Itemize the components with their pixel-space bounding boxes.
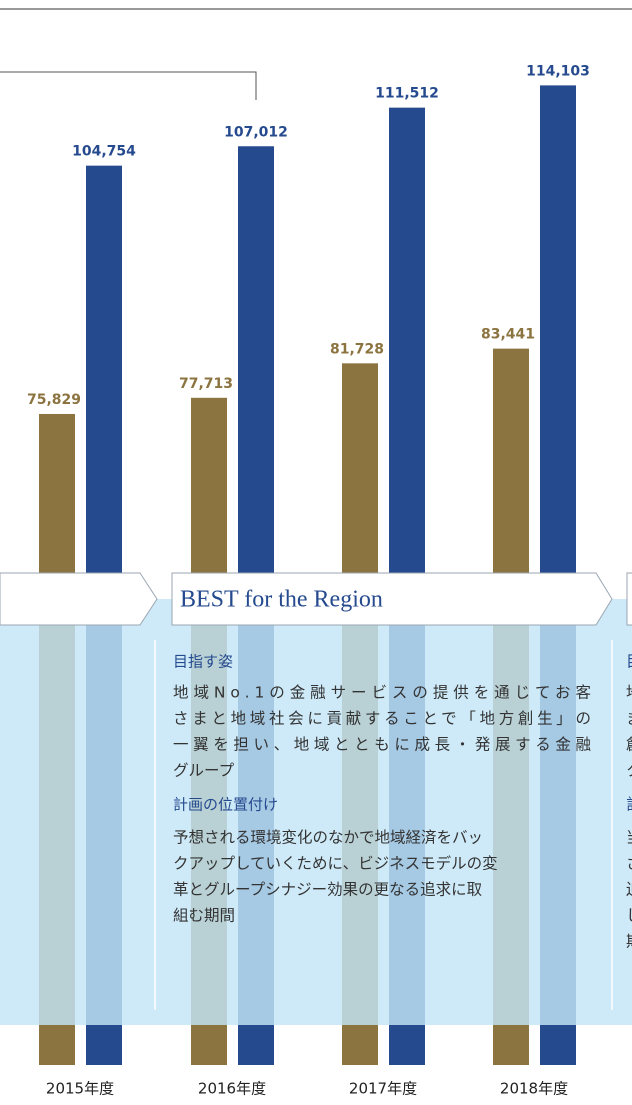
body-line: 一翼を担い、地域とともに成長・発展する金融 [173, 736, 591, 754]
value-label: 83,441 [481, 327, 535, 343]
fragment: ま [626, 710, 632, 728]
value-label: 104,754 [72, 144, 136, 160]
value-label: 77,713 [179, 376, 233, 392]
body-line: 予想される環境変化のなかで地域経済をバッ [173, 828, 483, 847]
x-tick-label: 2017年度 [349, 1080, 417, 1098]
body-line: クアップしていくために、ビジネスモデルの変 [173, 854, 498, 873]
body-line: 地域No.1の金融サービスの提供を通じてお客 [173, 684, 591, 702]
panel-text: 地域No.1の金融サービスの提供を通じてお客さまと地域社会に貢献することで「地方… [173, 653, 632, 951]
panel-bg [0, 599, 632, 1025]
value-label: 114,103 [526, 63, 590, 79]
body-line: 組む期間 [173, 907, 235, 925]
value-label: 75,829 [27, 392, 81, 408]
fragment: 目 [626, 653, 632, 671]
fragment: 地 [626, 684, 632, 702]
heading: 目指す姿 [173, 653, 233, 671]
fragment: し [626, 907, 632, 925]
phase-arrow [171, 572, 613, 626]
phase-arrow [0, 572, 158, 626]
x-tick-label: 2015年度 [46, 1080, 114, 1098]
fragment: 計 [626, 796, 632, 814]
fragment: 期 [626, 933, 632, 951]
body-line: 革とグループシナジー効果の更なる追求に取 [173, 881, 482, 899]
heading: 計画の位置付け [173, 796, 278, 814]
fragment: 迫 [626, 881, 632, 899]
fragment: さ [626, 855, 632, 873]
phase-arrow [626, 572, 632, 626]
x-tick-label: 2016年度 [198, 1080, 266, 1098]
fragment: ク [626, 762, 632, 780]
fragment: 当 [626, 829, 632, 847]
body-line: グループ [173, 762, 235, 780]
x-tick-label: 2018年度 [500, 1080, 568, 1098]
bracket [0, 71, 257, 100]
value-label: 107,012 [224, 124, 288, 140]
value-label: 81,728 [330, 341, 384, 357]
panel-title: BEST for the Region [180, 587, 383, 613]
value-label: 111,512 [375, 86, 439, 102]
fragment: 創 [626, 736, 632, 754]
